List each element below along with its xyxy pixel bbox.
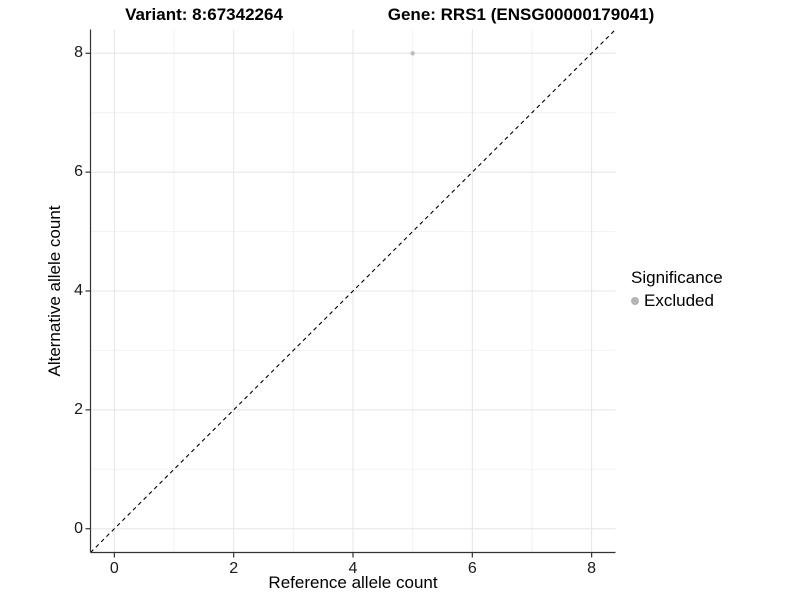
data-point (410, 51, 415, 56)
x-tick-label: 6 (467, 559, 477, 577)
y-tick-label: 0 (74, 519, 83, 537)
legend-title: Significance (631, 268, 723, 287)
legend: Significance Excluded (631, 268, 723, 311)
legend-item-excluded: Excluded (631, 291, 723, 311)
x-tick-label: 4 (348, 559, 358, 577)
plot-title-variant: Variant: 8:67342264 (125, 5, 283, 24)
legend-point-icon (631, 297, 639, 305)
identity-dashed-line (90, 29, 616, 553)
plot-title-gene: Gene: RRS1 (ENSG00000179041) (387, 5, 655, 24)
legend-item-label: Excluded (644, 291, 714, 310)
x-tick-label: 0 (109, 559, 119, 577)
y-tick-label: 6 (74, 163, 83, 181)
x-axis-title: Reference allele count (268, 573, 438, 592)
y-tick-label: 4 (74, 282, 83, 299)
x-tick-label: 8 (587, 559, 597, 577)
y-tick-label: 8 (74, 44, 83, 62)
x-tick-label: 2 (229, 559, 239, 577)
y-axis-title: Alternative allele count (45, 205, 64, 377)
y-tick-label: 2 (74, 400, 83, 418)
